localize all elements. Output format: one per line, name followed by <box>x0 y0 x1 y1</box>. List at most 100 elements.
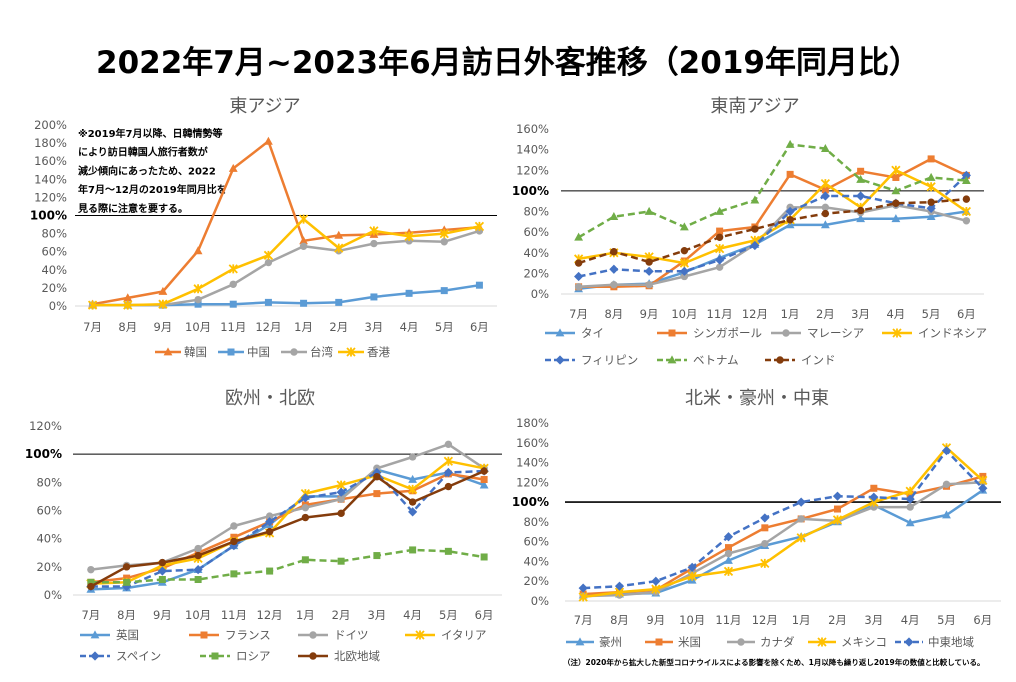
chart-4-series-5-line <box>583 449 984 590</box>
chart-3-y-tick-label-3: 40% <box>36 532 62 546</box>
chart-4-x-tick-label-11: 5月 <box>937 613 956 627</box>
chart-3-legend-item-3: ドイツ <box>298 628 369 642</box>
chart-4-series-3-point-11 <box>942 480 951 489</box>
chart-4-x-tick-label-6: 12月 <box>752 613 778 627</box>
chart-2-series-7-point-4 <box>680 246 689 255</box>
chart-3-x-tick-label-10: 4月 <box>403 608 422 622</box>
legend-label: 中東地域 <box>928 635 974 649</box>
chart-2-series-5-point-1 <box>574 271 584 282</box>
chart-3-series-6-point-12 <box>480 553 488 561</box>
chart-1-series-4-point-12 <box>474 221 485 231</box>
chart-3-y-tick-label-5: 80% <box>36 475 62 489</box>
chart-3: 欧州・北欧 0% 20% 40% 60% 80% 100% 120% 7月 8月 9月 10月 11月 1… <box>25 388 502 663</box>
chart-1-series-4-point-8 <box>334 243 344 253</box>
chart-2-legend-item-7: インド <box>765 353 836 367</box>
chart-1-series-4-point-5 <box>228 264 238 274</box>
chart-4-series-3-point-7 <box>797 515 805 523</box>
chart-3-series-6-line <box>90 548 485 584</box>
chart-4-series-5-point-9 <box>869 492 879 502</box>
chart-4-series-4-point-5 <box>723 566 734 576</box>
legend-swatch-marker <box>346 347 356 357</box>
chart-3-series-3-point-8 <box>337 495 345 503</box>
chart-2-series-5-point-5 <box>715 255 725 265</box>
chart-2-series-4-point-11 <box>926 182 936 192</box>
chart-3-legend-item-1: 英国 <box>80 628 139 642</box>
chart-2-x-tick-label-5: 11月 <box>707 307 733 321</box>
chart-3-series-4-line <box>90 459 485 585</box>
legend-swatch-marker <box>415 630 425 640</box>
chart-3-series-3-point-1 <box>87 565 95 574</box>
chart-4-y-tick-label-4: 60% <box>523 535 549 549</box>
chart-1-y-tick-label-7: 120% <box>34 190 67 204</box>
chart-4-y-tick-label-9: 160% <box>516 436 549 450</box>
chart-2-series-6-point-5 <box>715 206 725 215</box>
chart-1-series-4-point-3 <box>158 299 168 309</box>
chart-3-series-7-line <box>90 469 485 588</box>
chart-1-series-4-line <box>92 217 480 307</box>
legend-label: 北欧地域 <box>334 649 380 663</box>
legend-label: シンガポール <box>693 326 762 340</box>
legend-label: インドネシア <box>918 326 987 340</box>
chart-2-series-1-point-8 <box>820 220 830 229</box>
chart-3-series-2-point-12 <box>480 476 488 484</box>
chart-1-series-2-point-11 <box>440 287 448 295</box>
legend-label: フランス <box>225 628 271 642</box>
chart-3-y-tick-label-6: 100% <box>25 447 62 461</box>
chart-2-series-1-point-9 <box>856 214 866 223</box>
chart-1-series-2-point-12 <box>475 281 483 289</box>
chart-3-series-7-point-3 <box>158 558 167 567</box>
chart-3-series-6-point-11 <box>444 547 452 555</box>
chart-3-y-tick-label-7: 120% <box>29 419 62 433</box>
chart-4-series-2-point-9 <box>870 484 878 492</box>
chart-3-x-tick-label-12: 6月 <box>475 608 494 622</box>
chart-3-series-6-point-4 <box>194 576 202 584</box>
chart-1-x-tick-label-10: 4月 <box>400 320 419 334</box>
chart-1-x-tick-label-8: 2月 <box>329 320 348 334</box>
chart-1-y-tick-label-2: 20% <box>41 281 67 295</box>
chart-4-y-tick-label-1: 0% <box>531 594 549 608</box>
chart-1-series-1-point-8 <box>334 230 344 239</box>
legend-swatch-marker <box>163 347 173 356</box>
chart-1-series-1-point-4 <box>193 246 203 255</box>
chart-1-series-4-point-7 <box>298 214 309 224</box>
legend-label: 中国 <box>247 345 270 359</box>
legend-swatch-marker <box>309 652 317 660</box>
chart-3-series-3-point-10 <box>408 453 417 461</box>
chart-2-series-6-point-4 <box>679 222 689 231</box>
chart-2-y-tick-label-4: 60% <box>523 225 549 239</box>
chart-1-x-tick-label-12: 6月 <box>470 320 489 334</box>
chart-3-x-tick-label-11: 5月 <box>439 608 458 622</box>
chart-3-series-5-line <box>90 469 485 588</box>
chart-2-series-6-point-6 <box>750 195 760 204</box>
chart-2-series-6-point-8 <box>820 143 830 152</box>
chart-4-series-2-point-8 <box>834 505 841 513</box>
chart-1-annotation: ※2019年7月以降、日韓情勢等により訪日韓国人旅行者数が減少傾向にあったため、… <box>77 127 227 215</box>
chart-1-y-tick-label-6: 100% <box>30 209 67 223</box>
chart-1-legend-item-4: 香港 <box>338 345 390 359</box>
chart-3-x-tick-label-4: 10月 <box>185 608 211 622</box>
chart-2-series-5-point-8 <box>820 191 830 201</box>
chart-2-series-6-point-1 <box>574 232 584 241</box>
chart-3-series-3-point-4 <box>194 544 202 553</box>
chart-1-y-tick-label-11: 200% <box>34 118 67 132</box>
chart-2-series-3-point-1 <box>574 283 583 291</box>
chart-2-x-tick-label-1: 7月 <box>569 307 588 321</box>
chart-2: 東南アジア 0% 20% 40% 60% 80% 100% 120% 140% 160% 7月 8月 9… <box>512 96 987 367</box>
chart-3-series-7-point-10 <box>408 498 417 506</box>
chart-3-series-4-point-11 <box>443 456 454 466</box>
chart-3-series-5-point-8 <box>336 487 346 497</box>
chart-3-legend-item-4: イタリア <box>405 628 487 642</box>
chart-2-series-7-point-10 <box>892 199 900 207</box>
chart-1: 東アジア 0% 20% 40% 60% 80% 100% 120% 140% 160% 180% 20… <box>30 96 497 359</box>
legend-swatch-marker <box>290 348 298 356</box>
chart-2-series-5-point-7 <box>785 206 795 217</box>
chart-4-series-4-line <box>583 446 984 599</box>
legend-swatch-marker <box>555 328 565 337</box>
chart-2-series-3-point-12 <box>962 217 971 225</box>
chart-4-series-5-point-3 <box>651 576 661 586</box>
legend-swatch-marker <box>555 355 565 365</box>
chart-2-legend-item-2: シンガポール <box>657 326 762 340</box>
chart-3-series-6-point-9 <box>373 552 381 560</box>
chart-4-series-4-point-3 <box>651 584 661 594</box>
chart-2-series-7-point-1 <box>574 259 583 267</box>
